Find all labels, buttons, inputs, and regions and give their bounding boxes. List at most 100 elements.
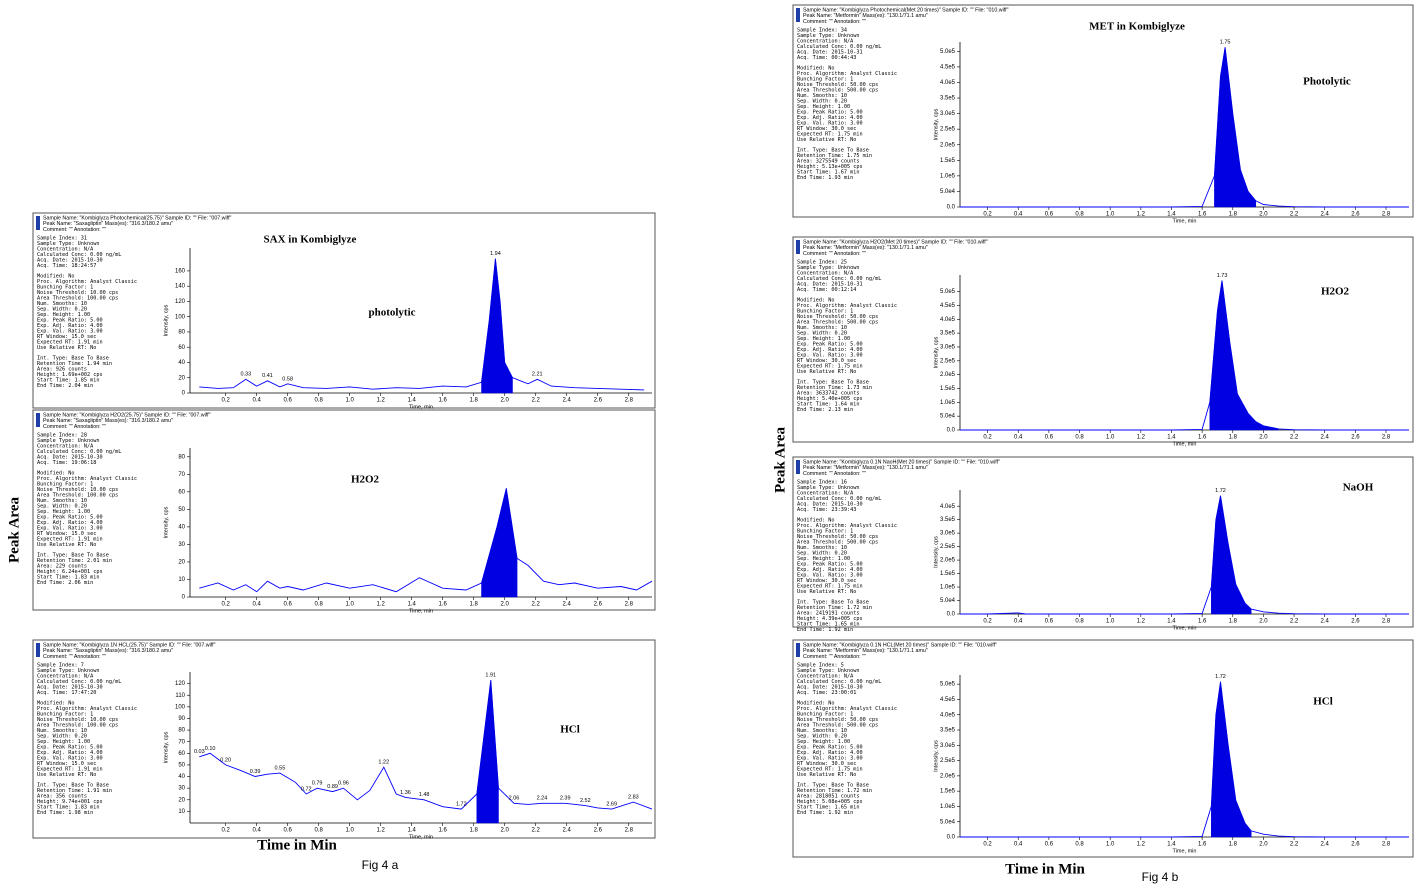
header-line: Sample Name: "Kombiglyza 0.1N HCL(Met 20… [803,642,997,648]
peak-label: 1.36 [400,790,411,796]
info-line: Sample Index: 25 [797,260,847,266]
y-tick-label: 140 [175,284,186,290]
y-tick-label: 50 [178,763,185,769]
info-line: Area Threshold: 500.00 cps [797,723,878,729]
info-line: Sep. Height: 1.00 [37,312,90,318]
info-line: Area: 2818051 counts [797,794,859,800]
info-line: End Time: 2.13 min [797,407,853,413]
info-line: Area Threshold: 100.00 cps [37,493,118,499]
y-tick-label: 3.5e5 [940,728,956,734]
info-line: Expected RT: 1.91 min [37,767,103,773]
x-axis-label: Time, min [1173,625,1197,631]
peak-label: 1.94 [490,251,501,257]
x-tick-label: 1.2 [1137,212,1146,218]
y-tick-label: 5.0e4 [940,414,956,420]
y-tick-label: 4.0e5 [940,504,956,510]
info-line: End Time: 1.93 min [797,175,853,181]
info-line: Retention Time: 1.72 min [797,605,872,611]
info-line: Modified: No [797,66,834,72]
info-line: Sep. Width: 0.20 [37,504,87,510]
peak-area [1209,280,1279,431]
x-tick-label: 1.0 [1106,212,1115,218]
info-line: Acq. Date: 2015-10-30 [797,502,863,508]
peak-label: 0.39 [250,769,261,775]
info-line: RT Window: 30.0 sec [797,761,856,767]
x-tick-label: 0.6 [283,602,292,608]
info-line: Bunching Factor: 1 [797,309,853,315]
header-line: Peak Name: "Metformin" Mass(es): "130.1/… [803,245,928,251]
info-line: Use Relative RT: No [37,772,96,778]
y-tick-label: 40 [178,524,185,530]
x-tick-label: 0.6 [283,828,292,834]
y-tick-label: 1.0e5 [940,173,956,179]
info-line: Calculated Conc: 0.00 ng/mL [797,44,881,50]
x-tick-label: 1.2 [1137,619,1146,625]
x-tick-label: 2.0 [501,828,510,834]
info-line: Area: 2419191 counts [797,611,859,617]
peak-area [476,680,499,824]
info-line: RT Window: 15.0 sec [37,761,96,767]
info-line: Area Threshold: 100.00 cps [37,723,118,729]
peak-label: 1.72 [1215,674,1226,680]
info-line: Area: 926 counts [37,367,87,373]
panel [32,409,656,611]
panel [792,236,1414,443]
header-line: Sample Name: "Kombiglyza Photochemical(2… [43,215,232,221]
y-tick-label: 1.5e5 [940,571,956,577]
info-line: Exp. Peak Ratio: 5.00 [797,110,863,116]
x-tick-label: 1.6 [1198,435,1207,441]
info-line: Num. Smooths: 10 [37,301,87,307]
condition-label: H2O2 [1321,286,1350,298]
y-tick-label: 0 [182,391,186,397]
info-line: RT Window: 15.0 sec [37,531,96,537]
info-line: Acq. Time: 18:24:57 [37,263,96,269]
info-line: Noise Threshold: 10.00 cps [37,487,118,493]
info-line: Sep. Width: 0.20 [797,734,847,740]
y-tick-label: 100 [175,314,186,320]
info-line: Area: 229 counts [37,564,87,570]
y-tick-label: 5.0e4 [940,598,956,604]
condition-label: Photolytic [1303,76,1351,88]
y-tick-label: 3.5e5 [940,96,956,102]
info-line: Exp. Val. Ratio: 3.00 [37,756,103,762]
info-line: Expected RT: 1.75 min [797,364,863,370]
info-line: Acq. Time: 17:47:20 [37,690,96,696]
header-line: Peak Name: "Metformin" Mass(es): "130.1/… [803,648,928,654]
x-tick-label: 1.4 [1167,842,1176,848]
x-tick-label: 0.8 [315,828,324,834]
y-tick-label: 80 [178,454,185,460]
info-line: Sample Type: Unknown [797,485,859,491]
info-line: Proc. Algorithm: Analyst Classic [797,523,897,529]
info-line: Area Threshold: 500.00 cps [797,320,878,326]
x-tick-label: 2.8 [625,398,634,404]
x-tick-label: 2.6 [594,398,603,404]
info-line: Use Relative RT: No [37,345,96,351]
info-line: Sample Type: Unknown [797,33,859,39]
info-line: Exp. Adj. Ratio: 4.00 [797,750,863,756]
trace [199,258,645,391]
y-tick-label: 70 [178,472,185,478]
info-line: Int. Type: Base To Base [797,783,869,789]
x-tick-label: 2.2 [1290,619,1299,625]
x-tick-label: 0.8 [315,398,324,404]
x-tick-label: 0.4 [1014,619,1023,625]
header-line: Comment: "" Annotation: "" [803,471,866,477]
panel [32,212,656,409]
peak-area [1214,47,1257,208]
info-line: Use Relative RT: No [797,369,856,375]
x-tick-label: 2.4 [1321,212,1330,218]
info-line: Exp. Peak Ratio: 5.00 [37,515,103,521]
info-line: Bunching Factor: 1 [37,712,93,718]
header-line: Sample Name: "Kombiglyza H2O2(Met 20 tim… [803,239,988,245]
y-tick-label: 2.5e5 [940,358,956,364]
y-tick-label: 3.5e5 [940,517,956,523]
info-line: Concentration: N/A [37,247,94,253]
info-line: Sep. Height: 1.00 [797,336,850,342]
figure-caption: Fig 4 a [362,858,399,872]
info-line: Proc. Algorithm: Analyst Classic [37,476,137,482]
y-tick-label: 3.0e5 [940,531,956,537]
info-line: Use Relative RT: No [797,772,856,778]
x-tick-label: 0.4 [1014,842,1023,848]
x-axis-label: Time, min [409,834,433,840]
x-tick-label: 1.6 [439,602,448,608]
